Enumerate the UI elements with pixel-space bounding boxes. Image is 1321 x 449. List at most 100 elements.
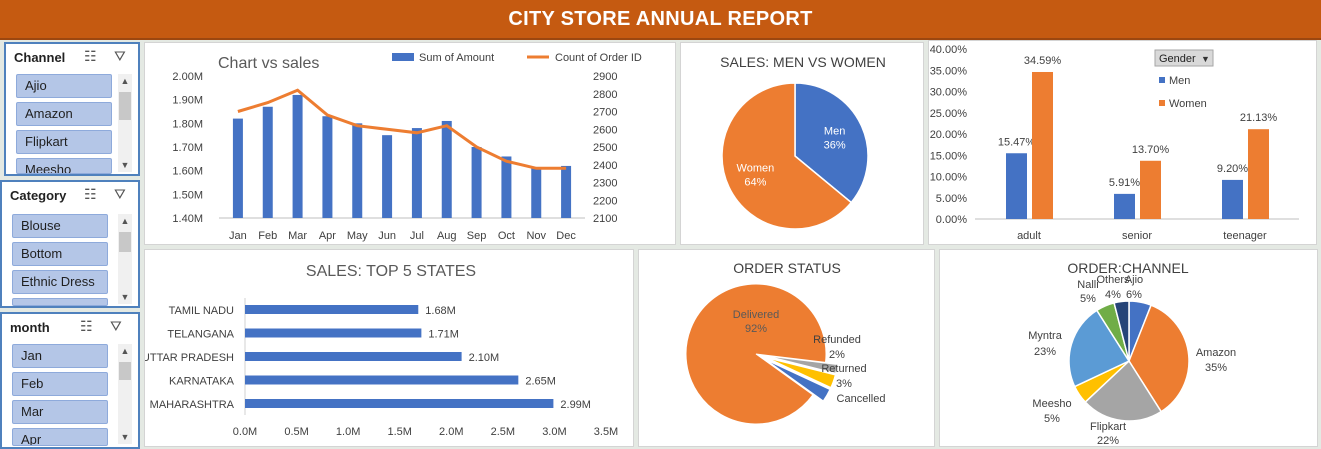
x-tick-label: Jan [229,230,247,242]
slicer-item-bottom[interactable]: Bottom [12,242,108,266]
x-tick-label: Apr [319,230,336,242]
x-tick-label: Aug [437,230,457,242]
slicer-item-apr[interactable]: Apr [12,428,108,446]
scroll-down-icon[interactable]: ▼ [120,432,130,442]
pie-slice-flipkart [1084,359,1163,422]
slicer-item-partial[interactable] [12,298,108,306]
y-tick-label: 1.70M [172,142,203,154]
slice-pct-ajio: 6% [1126,289,1142,301]
x-tick-label: Jun [378,230,396,242]
month-slicer-title: month [10,320,50,335]
monthly-sales-chart: Chart vs sales Sum of Amount Count of Orde… [172,52,641,242]
slice-pct-nalli: 5% [1080,293,1096,305]
x-tick-label: May [347,230,368,242]
category-slicer-scrollbar[interactable]: ▲ ▼ [118,214,132,304]
series-line-order-count [237,88,567,170]
scroll-down-icon[interactable]: ▼ [120,292,130,302]
x-tick-label: Sep [467,230,487,242]
bar-teenager-men [1222,179,1243,219]
category-label-tamil-nadu: TAMIL NADU [169,305,234,317]
bar-jul [411,128,422,218]
slice-pct-meesho: 5% [1044,413,1060,425]
slice-pct-refunded: 2% [829,349,845,361]
slice-label-ajio: Ajio [1125,274,1143,286]
bar-sep [471,147,482,218]
bar-adult-women [1032,71,1053,220]
scroll-up-icon[interactable]: ▲ [120,216,130,226]
multi-select-icon[interactable]: ☷ [80,318,93,334]
bar-tamil-nadu [245,305,419,314]
scroll-down-icon[interactable]: ▼ [120,160,130,170]
bar-senior-women [1140,160,1161,219]
data-label-tamil-nadu: 1.68M [425,305,456,317]
order-status-pie-chart: ORDER STATUS Delivered 92% Refunded 2% Return… [685,260,885,425]
y2-tick-label: 2200 [593,195,617,207]
pie-slice-women [721,82,853,230]
slicer-item-ajio[interactable]: Ajio [16,74,112,98]
category-label-karnataka: KARNATAKA [169,376,235,388]
category-slicer-title: Category [10,188,67,203]
slice-label-others: Others [1096,274,1130,286]
chart-title: ORDER STATUS [733,260,841,276]
bar-nov [531,168,542,218]
y-tick-label: 5.00% [936,193,967,205]
clear-filter-icon[interactable]: ⛛ [110,318,122,334]
slicer-item-jan[interactable]: Jan [12,344,108,368]
x-tick-label: 0.5M [284,426,308,438]
y-tick-label: 1.80M [172,118,203,130]
scroll-up-icon[interactable]: ▲ [120,346,130,356]
scroll-thumb[interactable] [119,232,131,252]
slicer-item-mar[interactable]: Mar [12,400,108,424]
slicer-item-meesho[interactable]: Meesho [16,158,112,174]
month-slicer-scrollbar[interactable]: ▲ ▼ [118,344,132,444]
slice-label-women: Women [737,163,775,175]
pie-slice-myntra [1068,309,1131,388]
x-tick-label: 2.0M [439,426,463,438]
slice-label-flipkart: Flipkart [1090,421,1126,433]
age-group-chart: 0.00% 5.00% 10.00% 15.00% 20.00% 25.00% 30.00%… [930,44,1299,242]
pie-slice-others [1113,300,1130,362]
bar-senior-men [1114,193,1135,219]
channel-slicer-scrollbar[interactable]: ▲ ▼ [118,74,132,172]
pie-slice-refunded [767,355,838,374]
slicer-item-flipkart[interactable]: Flipkart [16,130,112,154]
y2-tick-label: 2800 [593,89,617,101]
y2-tick-label: 2900 [593,71,617,83]
pie-slice-returned [767,357,836,389]
bar-uttar-pradesh [245,352,462,361]
slice-pct-amazon: 35% [1205,362,1227,374]
scroll-thumb[interactable] [119,362,131,380]
slicer-item-amazon[interactable]: Amazon [16,102,112,126]
multi-select-icon[interactable]: ☷ [84,186,97,202]
slice-label-refunded: Refunded [813,334,861,346]
scroll-up-icon[interactable]: ▲ [120,76,130,86]
slicer-item-blouse[interactable]: Blouse [12,214,108,238]
x-tick-label: Oct [498,230,515,242]
clear-filter-icon[interactable]: ⛛ [114,186,126,202]
order-status-panel: ORDER STATUS Delivered 92% Refunded 2% Return… [638,249,935,447]
bar-jun [382,135,393,218]
y-tick-label: 1.40M [172,213,203,225]
bar-maharashtra [245,399,554,408]
scroll-thumb[interactable] [119,92,131,120]
age-group-panel: 0.00% 5.00% 10.00% 15.00% 20.00% 25.00% 30.00%… [928,40,1317,245]
legend-label-amount: Sum of Amount [419,52,494,64]
slice-pct-delivered: 92% [745,323,767,335]
y-tick-label: 25.00% [930,108,968,120]
top-states-panel: SALES: TOP 5 STATES TAMIL NADU 1.68M TELANG… [142,249,634,447]
bar-feb [262,106,273,218]
x-tick-label: senior [1122,230,1152,242]
slicer-item-ethnic-dress[interactable]: Ethnic Dress [12,270,108,294]
data-label-adult-women: 34.59% [1024,55,1062,67]
slice-pct-flipkart: 22% [1097,435,1119,447]
clear-filter-icon[interactable]: ⛛ [114,48,126,64]
category-label-uttar-pradesh: UTTAR PRADESH [145,352,234,364]
category-label-telangana: TELANGANA [167,329,234,341]
multi-select-icon[interactable]: ☷ [84,48,97,64]
chart-title: SALES: TOP 5 STATES [306,263,476,280]
slicer-item-feb[interactable]: Feb [12,372,108,396]
y-tick-label: 0.00% [936,214,967,226]
y-tick-label: 30.00% [930,87,968,99]
pie-slice-men [794,82,869,204]
